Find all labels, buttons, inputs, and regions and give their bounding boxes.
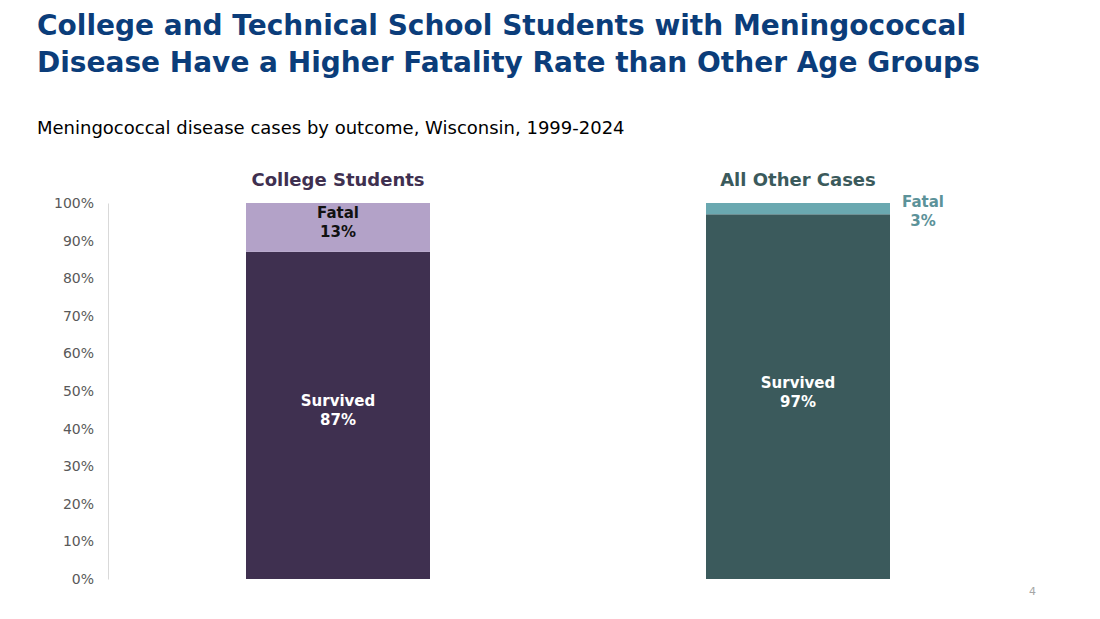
y-tick: 50% [63, 383, 108, 399]
data-label: Fatal13% [317, 204, 359, 241]
data-labels: Survived87%Fatal13%Survived97%Fatal3% [301, 193, 944, 429]
page-number: 4 [1029, 585, 1036, 598]
category-labels: College Students All Other Cases [251, 169, 875, 190]
y-tick-label: 40% [63, 421, 94, 437]
y-tick: 80% [63, 270, 108, 286]
y-axis: 0% 10% 20% 30% 40% 50% 60% 70% 80% 90% 100% [54, 195, 109, 587]
y-tick-label: 70% [63, 308, 94, 324]
data-label-value: 87% [320, 411, 356, 429]
category-label: College Students [251, 169, 424, 190]
y-tick: 60% [63, 345, 108, 361]
data-label: Survived97% [761, 374, 836, 411]
data-label-name: Fatal [902, 193, 944, 211]
data-label: Fatal3% [902, 193, 944, 230]
data-label-value: 3% [910, 212, 935, 230]
bar-segment [246, 252, 430, 579]
subtitle: Meningococcal disease cases by outcome, … [37, 117, 625, 138]
bar-segment [706, 214, 890, 579]
data-label-name: Survived [301, 392, 376, 410]
y-tick-label: 20% [63, 496, 94, 512]
data-label-value: 13% [320, 223, 356, 241]
y-tick-label: 50% [63, 383, 94, 399]
y-tick: 90% [63, 233, 108, 249]
data-label-name: Survived [761, 374, 836, 392]
chart: College and Technical School Students wi… [0, 0, 1100, 619]
y-tick: 30% [63, 458, 108, 474]
y-tick: 40% [63, 421, 108, 437]
y-axis-line [108, 204, 109, 580]
y-tick-label: 30% [63, 458, 94, 474]
bars [246, 203, 890, 579]
y-tick-label: 10% [63, 533, 94, 549]
data-label: Survived87% [301, 392, 376, 429]
y-tick: 10% [63, 533, 108, 549]
y-tick: 100% [54, 195, 108, 211]
bar-segment [246, 203, 430, 252]
y-tick-label: 100% [54, 195, 94, 211]
bar-segment [706, 203, 890, 214]
y-tick-label: 60% [63, 345, 94, 361]
data-label-value: 97% [780, 393, 816, 411]
y-tick: 20% [63, 496, 108, 512]
y-tick: 70% [63, 308, 108, 324]
data-label-name: Fatal [317, 204, 359, 222]
y-tick: 0% [72, 571, 108, 587]
y-tick-label: 0% [72, 571, 94, 587]
category-label: All Other Cases [720, 169, 876, 190]
title: College and Technical School Students wi… [37, 9, 980, 79]
y-tick-label: 80% [63, 270, 94, 286]
y-tick-label: 90% [63, 233, 94, 249]
